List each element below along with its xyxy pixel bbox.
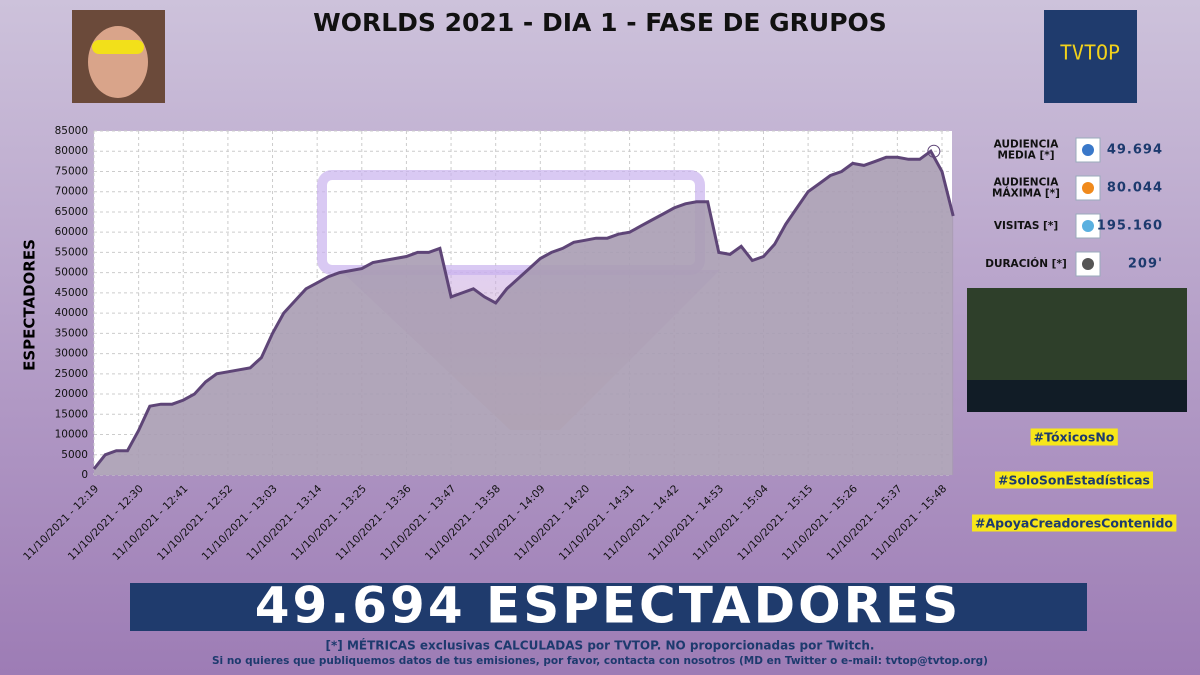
- chart-title: WORLDS 2021 - DIA 1 - FASE DE GRUPOS: [313, 8, 887, 37]
- series: [92, 144, 955, 475]
- banner: [130, 583, 1087, 631]
- stat-value: 80.044: [1107, 181, 1163, 196]
- y-tick-label: 45000: [55, 287, 88, 299]
- hashtag-box: [972, 514, 1177, 532]
- y-tick-label: 70000: [55, 186, 88, 198]
- y-tick-label: 80000: [55, 145, 88, 157]
- y-tick-label: 20000: [55, 388, 88, 400]
- y-tick-label: 5000: [61, 449, 88, 461]
- stat-icon-glyph: [1082, 258, 1094, 270]
- stat-icon-glyph: [1082, 220, 1094, 232]
- hashtag-box: [994, 471, 1154, 489]
- area: [94, 151, 954, 475]
- hashtag-box: [1030, 428, 1118, 446]
- y-tick-label: 35000: [55, 327, 88, 339]
- logo-text: TVTOP: [1060, 41, 1120, 65]
- footer-note: [*] MÉTRICAS exclusivas CALCULADAS por T…: [326, 638, 875, 653]
- stat-label: AUDIENCIA: [994, 139, 1060, 151]
- stat-value: 49.694: [1107, 143, 1163, 158]
- footer-contact: Si no quieres que publiquemos datos de t…: [212, 655, 988, 667]
- y-tick-label: 15000: [55, 408, 88, 420]
- y-tick-label: 85000: [55, 125, 88, 137]
- max-marker: [927, 144, 941, 158]
- line: [92, 148, 955, 470]
- stat-label: MÁXIMA [*]: [992, 187, 1060, 200]
- y-axis-label: ESPECTADORES: [21, 239, 39, 371]
- stat-label: DURACIÓN [*]: [985, 257, 1067, 270]
- y-tick-label: 60000: [55, 226, 88, 238]
- game-hud: [967, 380, 1187, 412]
- avatar-face: [88, 26, 148, 98]
- avatar-glasses: [92, 40, 144, 54]
- stat-label: MEDIA [*]: [997, 150, 1054, 162]
- y-tick-label: 75000: [55, 165, 88, 177]
- y-tick-label: 65000: [55, 206, 88, 218]
- hashtags: #TóxicosNo #SoloSonEstadísticas #ApoyaCrea…: [972, 428, 1177, 532]
- stat-value: 209': [1128, 257, 1163, 272]
- logo: [1044, 10, 1137, 103]
- stat-icon-glyph: [1082, 182, 1094, 194]
- banner-text: 49.694 ESPECTADORES: [255, 577, 962, 635]
- y-tick-label: 50000: [55, 267, 88, 279]
- y-tick-label: 10000: [55, 429, 88, 441]
- hashtag: #SoloSonEstadísticas: [998, 473, 1150, 488]
- y-tick-label: 30000: [55, 348, 88, 360]
- y-tick-label: 25000: [55, 368, 88, 380]
- y-tick-label: 0: [81, 469, 88, 481]
- hashtag: #ApoyaCreadoresContenido: [975, 516, 1173, 531]
- stat-label: AUDIENCIA: [994, 177, 1060, 189]
- stat-icon-glyph: [1082, 144, 1094, 156]
- hashtag: #TóxicosNo: [1034, 430, 1115, 445]
- stat-label: VISITAS [*]: [994, 220, 1058, 232]
- y-tick-label: 55000: [55, 246, 88, 258]
- y-tick-label: 40000: [55, 307, 88, 319]
- stat-value: 195.160: [1097, 219, 1163, 234]
